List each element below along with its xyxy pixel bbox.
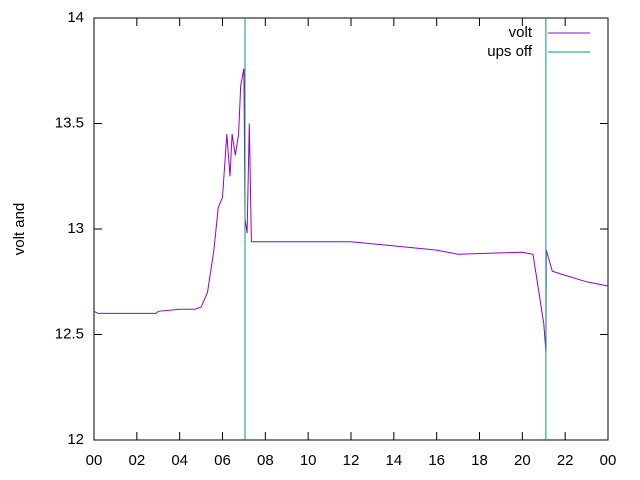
x-tick-label: 14 [385,452,402,469]
series-line [93,68,609,352]
x-tick-label: 06 [214,452,231,469]
y-tick-label: 14 [67,9,84,26]
x-tick-label: 18 [471,452,488,469]
series-line [244,18,547,440]
y-tick-label: 12 [67,431,84,448]
x-tick-label: 00 [600,452,617,469]
legend-label: volt [509,24,533,41]
x-tick-label: 20 [514,452,531,469]
x-tick-label: 12 [343,452,360,469]
y-axis-label: volt and [11,203,28,256]
x-tick-label: 02 [128,452,145,469]
x-tick-label: 10 [300,452,317,469]
y-tick-label: 13.5 [55,114,84,131]
x-tick-label: 04 [171,452,188,469]
y-tick-label: 12.5 [55,325,84,342]
y-tick-label: 13 [67,220,84,237]
plot-frame [93,17,609,441]
legend-label: ups off [487,43,533,60]
x-tick-label: 16 [428,452,445,469]
x-tick-label: 08 [257,452,274,469]
x-tick-label: 22 [557,452,574,469]
x-tick-label: 00 [86,452,103,469]
